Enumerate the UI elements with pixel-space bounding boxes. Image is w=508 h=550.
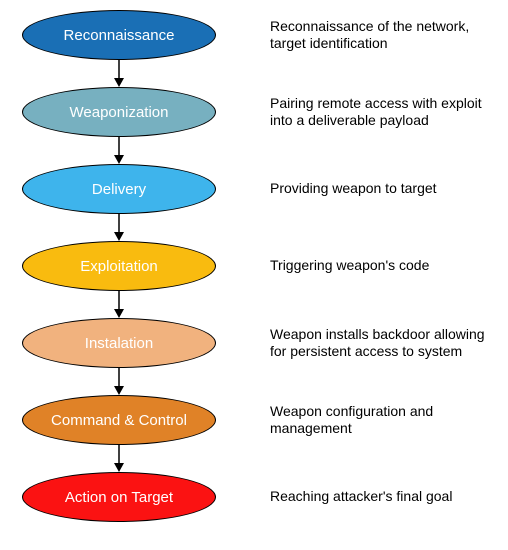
stage-node: Command & Control bbox=[22, 395, 216, 445]
stage-description: Weapon configuration and management bbox=[270, 402, 500, 438]
stage-node: Delivery bbox=[22, 164, 216, 214]
stage-node: Action on Target bbox=[22, 472, 216, 522]
stage-description: Triggering weapon's code bbox=[270, 248, 500, 284]
stage-description: Reaching attacker's final goal bbox=[270, 479, 500, 515]
stage-node: Weaponization bbox=[22, 87, 216, 137]
stage-description: Weapon installs backdoor allowing for pe… bbox=[270, 325, 500, 361]
stage-node: Reconnaissance bbox=[22, 10, 216, 60]
arrow-down-icon bbox=[109, 445, 129, 472]
arrow-down-icon bbox=[109, 368, 129, 395]
stage-node: Instalation bbox=[22, 318, 216, 368]
arrow-down-icon bbox=[109, 291, 129, 318]
stage-description: Providing weapon to target bbox=[270, 171, 500, 207]
stage-node: Exploitation bbox=[22, 241, 216, 291]
arrow-down-icon bbox=[109, 60, 129, 87]
arrow-down-icon bbox=[109, 137, 129, 164]
arrow-down-icon bbox=[109, 214, 129, 241]
stage-description: Reconnaissance of the network, target id… bbox=[270, 17, 500, 53]
stage-description: Pairing remote access with exploit into … bbox=[270, 94, 500, 130]
